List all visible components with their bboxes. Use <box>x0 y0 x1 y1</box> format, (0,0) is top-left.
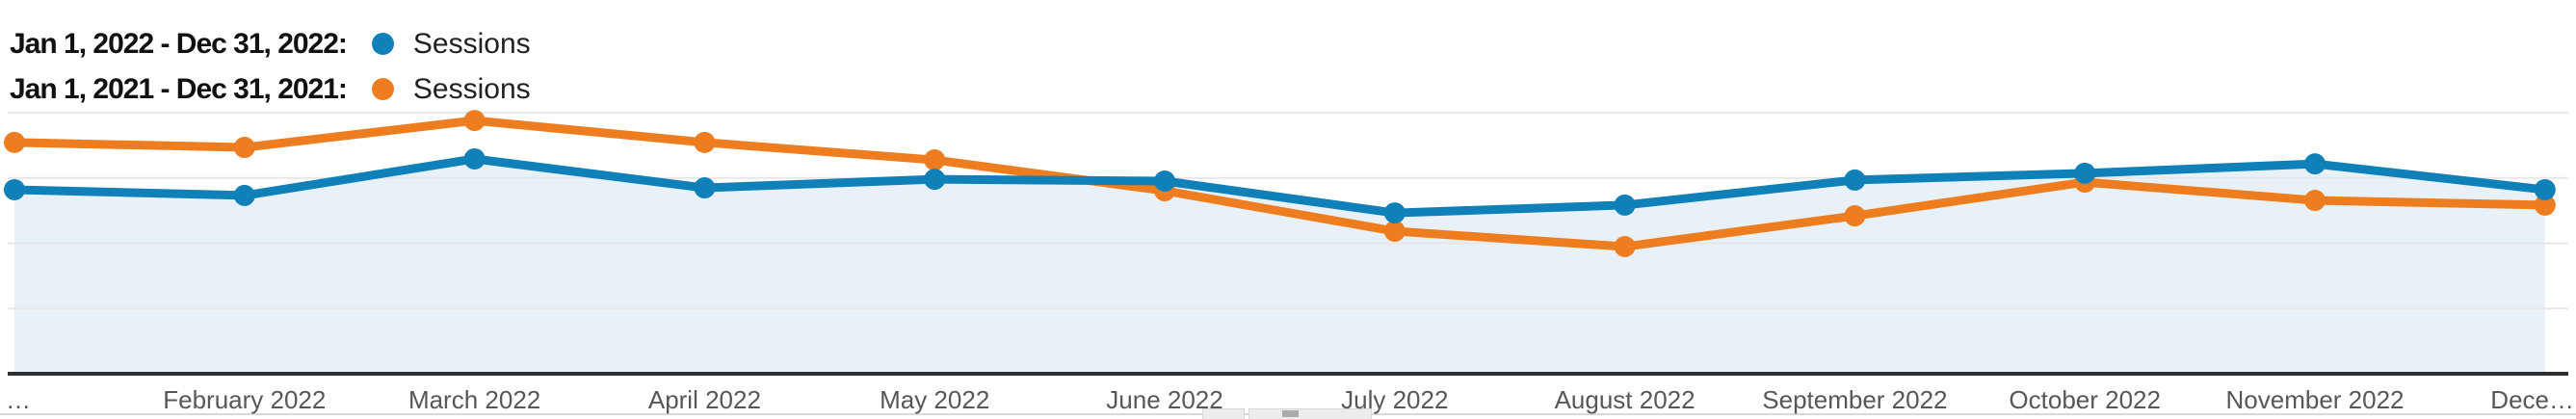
data-point-2021-September 2022[interactable] <box>1844 205 1866 227</box>
cutoff-strip-segment <box>1249 408 1372 419</box>
data-point-2021-November 2022[interactable] <box>2304 190 2326 212</box>
series-line-2022 <box>10 154 2550 218</box>
series-area-fill <box>14 158 2545 374</box>
data-point-2022-December 2022[interactable] <box>2534 178 2556 200</box>
legend-date-range-2021: Jan 1, 2021 - Dec 31, 2021: <box>10 72 348 105</box>
legend-series-name-2021: Sessions <box>412 72 531 105</box>
data-point-2022-June 2022[interactable] <box>1154 170 1175 193</box>
data-point-2021-April 2022[interactable] <box>694 131 716 153</box>
data-point-2021-August 2022[interactable] <box>1614 236 1636 258</box>
data-point-2022-May 2022[interactable] <box>924 169 946 191</box>
data-point-2022-April 2022[interactable] <box>694 177 716 199</box>
legend-date-range-2022: Jan 1, 2022 - Dec 31, 2022: <box>10 27 348 60</box>
data-point-2022-September 2022[interactable] <box>1844 169 1866 191</box>
data-point-2022-February 2022[interactable] <box>233 184 255 206</box>
cutoff-strip-segment <box>1202 408 1245 419</box>
data-point-2022-November 2022[interactable] <box>2304 153 2326 175</box>
series-color-dot-2021-icon <box>371 78 394 100</box>
data-point-2021-December 2022[interactable] <box>2534 194 2556 216</box>
legend-series-name-2022: Sessions <box>412 27 531 60</box>
data-point-2022-March 2022[interactable] <box>463 147 486 170</box>
data-point-2022-January 2022[interactable] <box>4 178 25 200</box>
data-point-2022-July 2022[interactable] <box>1383 202 1406 224</box>
legend-row-2021: Jan 1, 2021 - Dec 31, 2021: Sessions <box>10 66 531 112</box>
series-line-2021 <box>10 116 2550 251</box>
cutoff-strip-handle <box>1282 410 1299 417</box>
data-point-2022-October 2022[interactable] <box>2074 162 2096 184</box>
chart-legend: Jan 1, 2022 - Dec 31, 2022: Sessions Jan… <box>10 21 531 112</box>
data-point-2021-January 2022[interactable] <box>4 131 25 153</box>
data-point-2021-July 2022[interactable] <box>1383 221 1406 243</box>
series-color-dot-2022-icon <box>371 33 394 55</box>
data-point-2021-May 2022[interactable] <box>924 149 946 171</box>
data-point-2021-March 2022[interactable] <box>463 110 486 132</box>
data-point-2022-August 2022[interactable] <box>1614 194 1636 216</box>
legend-row-2022: Jan 1, 2022 - Dec 31, 2022: Sessions <box>10 21 531 66</box>
data-point-2021-February 2022[interactable] <box>233 137 255 159</box>
